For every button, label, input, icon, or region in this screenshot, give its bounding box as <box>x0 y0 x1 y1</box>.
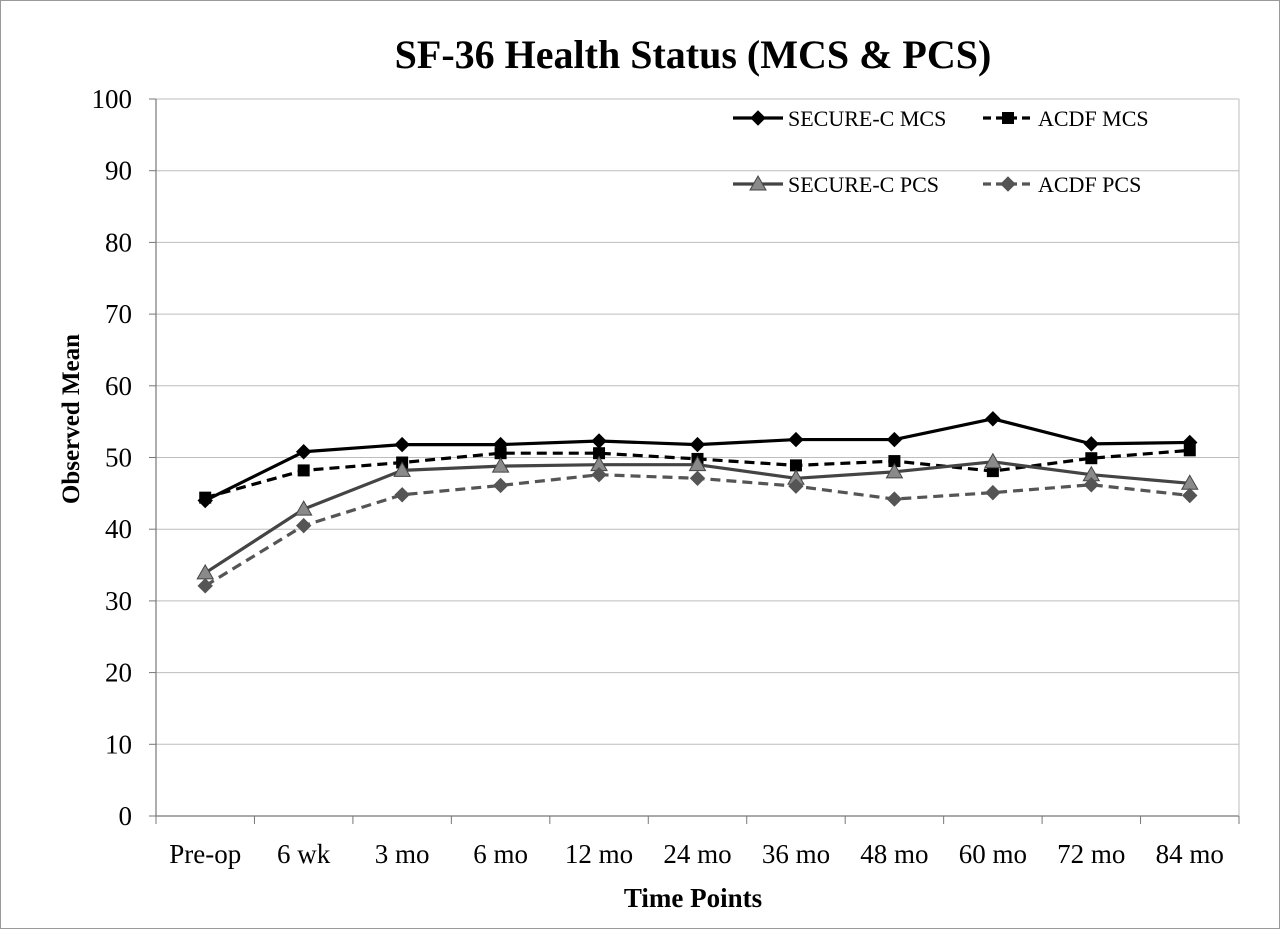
x-tick-label: 24 mo <box>663 839 731 869</box>
x-axis-label: Time Points <box>624 883 762 913</box>
y-tick-label: 60 <box>105 371 132 401</box>
y-tick-label: 90 <box>105 156 132 186</box>
y-tick-label: 70 <box>105 299 132 329</box>
data-point <box>886 491 903 507</box>
data-point <box>885 462 904 479</box>
series-lines <box>196 411 1199 594</box>
data-point <box>294 500 313 516</box>
data-point <box>295 517 312 534</box>
y-tick-label: 0 <box>119 801 133 831</box>
x-tick-label: 6 mo <box>473 839 528 869</box>
data-point <box>886 431 903 448</box>
legend-item: ACDF PCS <box>983 172 1141 197</box>
data-point <box>196 563 215 580</box>
series-acdf-pcs <box>197 467 1198 594</box>
data-point <box>888 455 901 468</box>
y-axis-label: Observed Mean <box>58 334 85 504</box>
data-point <box>593 447 606 460</box>
data-point <box>985 411 1001 427</box>
legend-item: SECURE-C MCS <box>733 106 946 131</box>
data-point <box>295 444 312 460</box>
x-tick-label: 48 mo <box>860 839 928 869</box>
data-point <box>985 484 1001 501</box>
y-tick-label: 40 <box>105 514 132 544</box>
x-tick-label: 6 wk <box>277 839 331 869</box>
chart-title: SF-36 Health Status (MCS & PCS) <box>395 32 992 77</box>
data-point <box>297 464 310 477</box>
data-point <box>393 461 411 477</box>
data-point <box>591 467 607 483</box>
data-point <box>689 436 706 453</box>
legend-label: SECURE-C MCS <box>788 106 946 131</box>
data-point <box>1083 436 1100 452</box>
y-tick-label: 10 <box>105 729 132 759</box>
legend: SECURE-C MCS ACDF MCS SECURE-C PCS ACDF PCS <box>733 106 1149 197</box>
x-tick-label: 60 mo <box>959 839 1027 869</box>
data-point <box>788 478 804 494</box>
legend-swatch-marker <box>1002 112 1014 124</box>
y-tick-label: 30 <box>105 586 132 616</box>
data-point <box>1182 487 1198 504</box>
data-point <box>591 433 607 449</box>
legend-swatch-marker <box>750 110 766 126</box>
data-point <box>394 436 410 453</box>
legend-swatch-marker <box>749 174 767 191</box>
data-point <box>1085 452 1098 465</box>
data-point <box>789 459 802 472</box>
data-point <box>788 431 804 448</box>
x-tick-label: 84 mo <box>1156 839 1224 869</box>
y-tick-label: 100 <box>92 84 133 114</box>
data-point <box>1183 444 1196 457</box>
x-tick-label: 72 mo <box>1057 839 1125 869</box>
legend-label: ACDF MCS <box>1038 106 1149 131</box>
data-point <box>197 578 213 594</box>
x-tick-label: 12 mo <box>565 839 633 869</box>
tick-labels: 0 10 20 30 40 50 60 70 80 90 100 Pre-op 6 wk 3 mo 6 mo… <box>92 84 1224 869</box>
legend-label: SECURE-C PCS <box>788 172 939 197</box>
data-point <box>494 447 507 460</box>
data-point <box>394 487 410 503</box>
y-tick-label: 50 <box>105 443 132 473</box>
axes <box>149 98 1240 824</box>
legend-swatch-marker <box>1000 176 1016 192</box>
legend-label: ACDF PCS <box>1038 172 1141 197</box>
series-secure-c-pcs <box>196 452 1199 580</box>
x-tick-label: 36 mo <box>762 839 830 869</box>
x-tick-label: 3 mo <box>375 839 430 869</box>
x-tick-label: Pre-op <box>169 839 241 869</box>
data-point <box>984 452 1002 469</box>
data-point <box>1083 477 1100 493</box>
y-tick-label: 80 <box>105 227 132 257</box>
data-point <box>492 477 509 494</box>
legend-item: ACDF MCS <box>983 106 1149 131</box>
y-tick-label: 20 <box>105 658 132 688</box>
data-point <box>491 457 510 473</box>
data-point <box>199 491 212 504</box>
data-point <box>689 470 706 487</box>
legend-item: SECURE-C PCS <box>733 172 939 197</box>
